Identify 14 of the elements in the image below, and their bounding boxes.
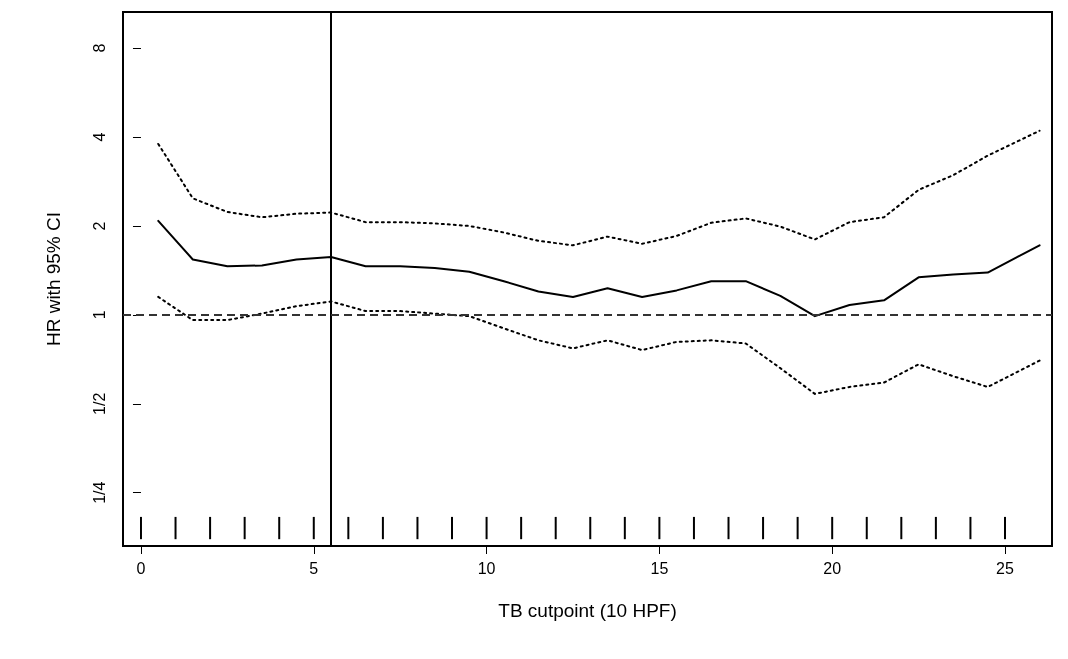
- y-tick-label: 1/2: [90, 392, 108, 415]
- x-tick-label: 15: [650, 559, 669, 577]
- x-tick-label: 5: [309, 559, 319, 577]
- y-tick-label: 4: [90, 132, 108, 142]
- y-axis-title: HR with 95% CI: [43, 211, 64, 347]
- x-tick-label: 10: [477, 559, 496, 577]
- y-tick-label: 1: [90, 310, 108, 320]
- x-tick-label: 25: [996, 559, 1014, 577]
- x-tick-label: 0: [136, 559, 146, 577]
- x-axis-title: TB cutpoint (10 HPF): [498, 600, 677, 621]
- y-tick-label: 8: [90, 43, 108, 53]
- y-tick-label: 1/4: [90, 481, 108, 504]
- x-tick-label: 20: [823, 559, 842, 577]
- y-tick-label: 2: [90, 221, 108, 231]
